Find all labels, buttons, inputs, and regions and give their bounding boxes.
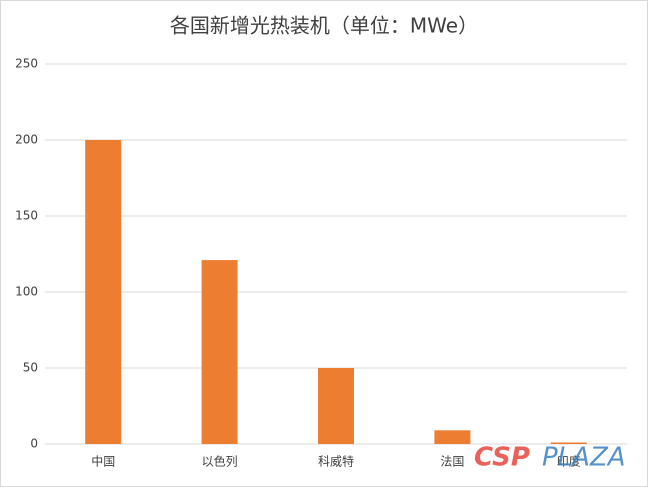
bar (201, 260, 238, 444)
x-tick-label: 以色列 (202, 455, 238, 469)
y-tick-label: 150 (15, 209, 38, 223)
y-tick-label: 100 (15, 285, 38, 299)
y-tick-label: 200 (15, 133, 38, 147)
x-tick-label: 科威特 (318, 454, 354, 469)
bar (434, 430, 471, 444)
x-tick-label: 印度 (557, 454, 581, 469)
x-tick-label: 法国 (440, 455, 464, 469)
y-tick-label: 50 (23, 361, 38, 375)
watermark-csp: CSP (474, 443, 530, 473)
watermark-plaza: PLAZA (542, 443, 626, 473)
y-tick-label: 0 (30, 437, 38, 451)
y-tick-label: 250 (15, 57, 38, 71)
x-tick-label: 中国 (91, 454, 115, 469)
chart-title: 各国新增光热装机（单位：MWe） (170, 14, 478, 38)
bar (85, 140, 122, 444)
bar (550, 442, 587, 444)
bar (318, 368, 354, 444)
